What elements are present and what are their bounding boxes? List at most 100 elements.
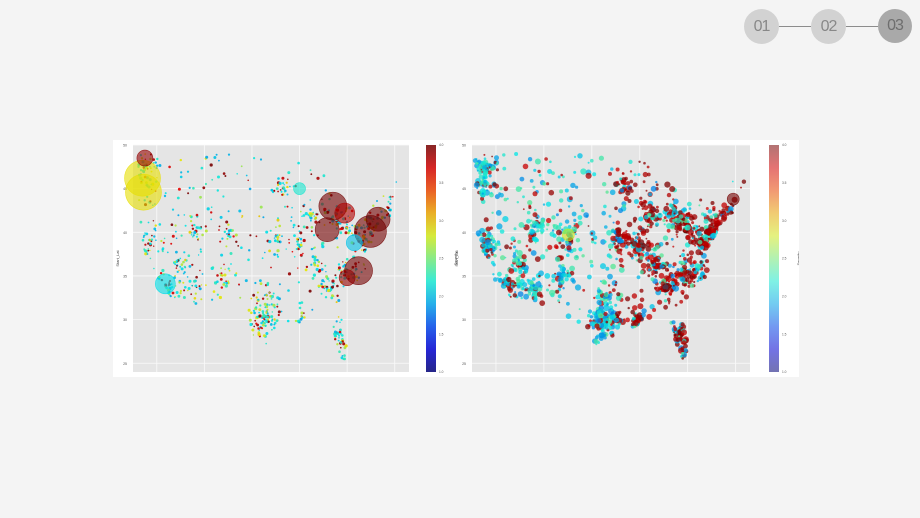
data-point [256, 291, 259, 294]
data-point [199, 195, 202, 199]
data-point [681, 329, 687, 336]
data-point [534, 241, 537, 244]
data-point [238, 209, 242, 213]
data-point [546, 288, 549, 292]
data-point [495, 162, 499, 165]
data-point [298, 306, 302, 310]
data-point [274, 235, 277, 237]
data-point [630, 309, 635, 315]
data-point [514, 284, 517, 287]
data-point [633, 182, 638, 188]
data-point [665, 219, 668, 222]
data-point [492, 182, 497, 187]
data-point [317, 284, 321, 288]
data-point [273, 253, 276, 256]
data-point [506, 282, 510, 287]
data-point [270, 266, 272, 269]
data-point [275, 187, 279, 190]
data-point [258, 215, 261, 218]
data-point [710, 201, 715, 205]
data-point [593, 296, 596, 300]
cluster-bubble [562, 228, 575, 242]
data-point [166, 251, 169, 254]
step-03-button[interactable]: 03 [878, 9, 912, 43]
data-point [520, 296, 523, 300]
data-point [646, 313, 653, 320]
data-point [557, 299, 560, 302]
data-point [202, 186, 206, 190]
data-point [549, 160, 552, 164]
y-tick-label: 30 [123, 318, 127, 322]
data-point [521, 266, 525, 270]
data-point [608, 255, 613, 259]
data-point [642, 180, 646, 184]
data-point [532, 212, 538, 218]
data-point [672, 265, 675, 269]
data-point [273, 323, 276, 326]
data-point [499, 229, 505, 234]
data-point [666, 192, 672, 198]
data-point [265, 342, 267, 345]
step-01-button[interactable]: 01 [744, 9, 779, 44]
data-point [679, 255, 682, 258]
data-point [262, 313, 266, 317]
data-point [479, 169, 482, 173]
data-point [673, 325, 676, 328]
data-point [673, 212, 676, 215]
data-point [610, 323, 613, 326]
data-point [596, 318, 602, 324]
data-point [619, 248, 623, 252]
data-point [646, 225, 649, 228]
data-point [608, 300, 612, 305]
data-point [298, 244, 300, 247]
data-point [570, 182, 576, 189]
data-point [558, 301, 561, 304]
data-point [674, 303, 678, 307]
data-point [183, 265, 186, 268]
data-point [278, 283, 281, 286]
data-point [328, 280, 330, 282]
data-point [147, 249, 150, 252]
data-point [287, 178, 289, 181]
data-point [686, 201, 692, 207]
data-point [262, 321, 265, 324]
data-point [657, 265, 660, 269]
data-point [323, 287, 326, 290]
data-point [309, 169, 312, 171]
data-point [567, 273, 571, 277]
data-point [724, 211, 727, 214]
data-point [708, 223, 714, 229]
data-point [327, 288, 331, 292]
data-point [493, 254, 497, 258]
data-point [478, 174, 483, 179]
data-point [490, 238, 493, 241]
data-point [680, 355, 683, 357]
data-point [686, 253, 690, 257]
data-point [654, 222, 660, 227]
data-point [146, 253, 149, 255]
data-point [304, 268, 308, 272]
data-point [597, 287, 600, 290]
data-point [596, 334, 600, 338]
data-point [575, 238, 581, 243]
data-point [286, 205, 289, 208]
step-02-button[interactable]: 02 [811, 9, 846, 44]
data-point [308, 289, 312, 293]
data-point [639, 288, 644, 293]
data-point [153, 227, 157, 231]
data-point [257, 298, 260, 301]
data-point [696, 279, 699, 283]
data-point [171, 234, 175, 238]
data-point [225, 227, 228, 230]
cluster-bubble [345, 234, 363, 252]
data-point [490, 234, 494, 238]
data-point [209, 163, 213, 167]
data-point [279, 189, 282, 191]
data-point [699, 226, 705, 232]
data-point [670, 237, 674, 241]
data-point [144, 243, 147, 246]
data-point [529, 280, 534, 285]
data-point [387, 200, 390, 203]
data-point [683, 294, 690, 300]
data-point [219, 215, 223, 219]
